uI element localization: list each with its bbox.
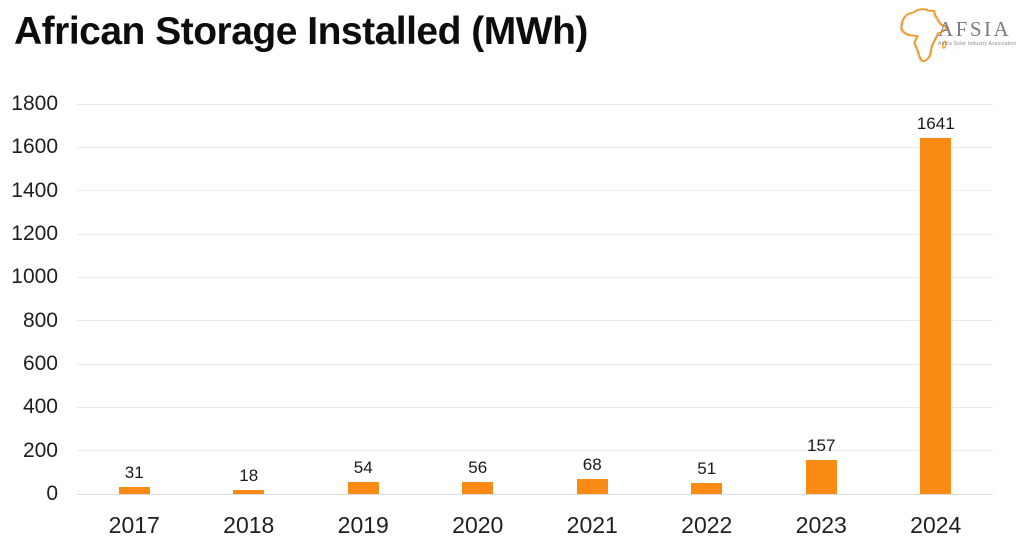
x-axis-tick-label-2020: 2020 <box>452 512 504 538</box>
gridline-y-800 <box>77 320 993 322</box>
y-axis-tick-label: 1400 <box>11 178 58 202</box>
y-axis-tick-label: 400 <box>22 395 58 419</box>
y-axis-tick-label: 1600 <box>11 135 58 159</box>
gridline-y-0 <box>77 493 993 495</box>
bar-2021 <box>576 479 608 494</box>
gridline-y-600 <box>77 363 993 365</box>
bar-2018 <box>233 490 265 494</box>
logo-text-block: AFSIA Africa Solar Industry Association <box>938 18 1016 47</box>
logo-subtitle: Africa Solar Industry Association <box>938 41 1017 47</box>
gridline-y-1600 <box>77 146 993 148</box>
bar-2023 <box>805 459 837 494</box>
gridline-y-200 <box>77 450 993 452</box>
y-axis-tick-label: 600 <box>22 352 58 375</box>
bar-value-label-2020: 56 <box>468 457 488 477</box>
gridline-y-1000 <box>77 276 993 278</box>
bar-value-label-2017: 31 <box>124 463 144 483</box>
bar-2024 <box>920 138 952 494</box>
bar-value-label-2024: 1641 <box>916 114 955 134</box>
bar-2020 <box>462 481 494 494</box>
y-axis-tick-label: 1000 <box>11 265 58 289</box>
bar-value-label-2023: 157 <box>807 435 836 455</box>
bar-value-label-2019: 54 <box>353 458 373 478</box>
gridline-y-1400 <box>77 190 993 192</box>
bar-value-label-2018: 18 <box>239 466 259 486</box>
page-title: African Storage Installed (MWh) <box>14 10 588 53</box>
gridline-y-1800 <box>77 103 993 105</box>
gridline-y-1200 <box>77 233 993 235</box>
afsia-logo: AFSIA Africa Solar Industry Association <box>898 6 1016 66</box>
y-axis-tick-label: 800 <box>22 308 58 332</box>
gridline-y-400 <box>77 406 993 408</box>
bar-2022 <box>691 482 723 494</box>
y-axis-tick-label: 200 <box>22 438 58 462</box>
bar-2019 <box>347 482 379 494</box>
bar-2017 <box>118 487 150 494</box>
africa-map-icon <box>899 8 949 63</box>
y-axis-tick-label: 0 <box>46 482 58 505</box>
bar-value-label-2022: 51 <box>697 458 717 478</box>
x-axis-tick-label-2017: 2017 <box>108 512 160 538</box>
x-axis-tick-label-2019: 2019 <box>337 512 389 538</box>
x-axis-tick-label-2018: 2018 <box>223 512 275 538</box>
y-axis-tick-label: 1800 <box>11 92 58 115</box>
bar-value-label-2021: 68 <box>582 455 602 475</box>
x-axis-tick-label-2024: 2024 <box>910 512 962 538</box>
x-axis-tick-label-2022: 2022 <box>681 512 733 538</box>
y-axis-tick-label: 1200 <box>11 222 58 245</box>
logo-wordmark: AFSIA <box>938 17 1012 41</box>
x-axis-tick-label-2023: 2023 <box>795 512 847 538</box>
x-axis-tick-label-2021: 2021 <box>566 512 618 538</box>
